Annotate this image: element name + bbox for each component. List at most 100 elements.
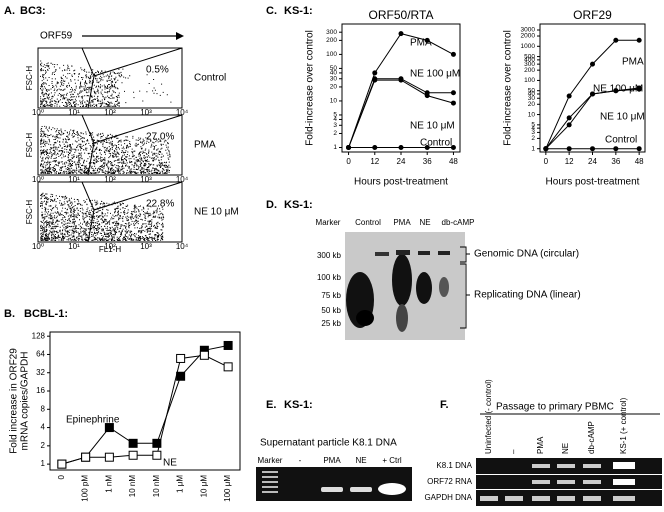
y-tick-label: 300 [326, 29, 337, 36]
marker-label: ORF59 [40, 31, 73, 42]
y-tick-label: 1 [333, 144, 337, 151]
series-label: PMA [410, 38, 432, 49]
y-tick-label: 30 [330, 75, 338, 82]
x-tick-label: 10 nM [128, 475, 137, 498]
lane-label: – [509, 449, 518, 454]
lane-label: PMA [323, 456, 341, 465]
panel-label: B. [4, 308, 15, 320]
gel-title: Passage to primary PBMC [496, 402, 614, 413]
panel-label: E. [266, 399, 276, 411]
flow-dots [40, 125, 171, 174]
bracket [460, 263, 470, 329]
x-tick-label: 24 [588, 157, 597, 166]
point [566, 93, 572, 99]
point [398, 31, 404, 37]
condition-label: PMA [194, 140, 216, 151]
point [450, 51, 456, 57]
x-tick-label: 10¹ [68, 175, 80, 184]
y-axis-label: FSC-H [25, 66, 34, 91]
point [424, 144, 430, 150]
x-axis-label: FL1-H [99, 245, 121, 254]
point [104, 423, 114, 433]
point [223, 340, 233, 350]
x-tick-label: 36 [611, 157, 620, 166]
point [566, 122, 572, 128]
y-tick-label: 5 [531, 122, 535, 129]
panel-cell: KS-1: [284, 199, 313, 211]
gel-bands [480, 462, 635, 501]
lane-label: db-cAMP [442, 218, 475, 227]
series-label: Control [605, 135, 637, 146]
y-tick-label: 4 [41, 423, 46, 432]
flow-dots [40, 192, 165, 241]
x-tick-label: 10³ [140, 108, 152, 117]
gel-band [375, 252, 389, 256]
series-label: NE 10 μM [410, 121, 455, 132]
point [566, 115, 572, 121]
series-label: PMA [622, 57, 644, 68]
y-tick-label: 200 [326, 37, 337, 44]
x-tick-label: 10⁰ [32, 242, 44, 251]
y-tick-label: 100 [524, 77, 535, 84]
x-tick-label: 10³ [140, 242, 152, 251]
gate-percent: 27.0% [146, 132, 174, 143]
plot-frame [49, 331, 241, 471]
point [223, 362, 233, 372]
series-line [61, 354, 229, 465]
gate [81, 181, 183, 243]
gel-band [321, 487, 343, 492]
point [613, 37, 619, 43]
series-label: NE 100 μM [410, 69, 460, 80]
lane-label: + Ctrl [382, 456, 402, 465]
condition-label: NE 10 μM [194, 207, 239, 218]
point [104, 452, 114, 462]
point [424, 93, 430, 99]
point [636, 37, 642, 43]
y-tick-label: 200 [524, 67, 535, 74]
gel-band [356, 310, 374, 326]
y-tick-label: 32 [36, 368, 45, 377]
x-tick-label: 24 [397, 157, 406, 166]
point [566, 146, 572, 152]
panel-cell: KS-1: [284, 399, 313, 411]
lane-label: KS-1 (+ control) [619, 397, 628, 454]
arrow-head [176, 32, 184, 40]
lane-label: PMA [393, 218, 411, 227]
x-tick-label: 36 [423, 157, 432, 166]
x-tick-label: 10⁰ [32, 175, 44, 184]
point [57, 459, 67, 469]
y-tick-label: 10 [528, 111, 536, 118]
size-label: 300 kb [317, 251, 342, 260]
condition-label: Control [194, 73, 226, 84]
point [450, 90, 456, 96]
y-tick-label: 3 [531, 129, 535, 136]
point [81, 452, 91, 462]
x-tick-label: 10¹ [68, 108, 80, 117]
y-tick-label: 50 [330, 65, 338, 72]
point [636, 146, 642, 152]
point [590, 91, 595, 97]
x-tick-label: 10⁴ [176, 242, 189, 251]
y-axis-label: FSC-H [25, 200, 34, 225]
series-label: Epinephrine [66, 415, 120, 426]
panel-label: F. [440, 399, 449, 411]
x-tick-label: 10² [104, 175, 116, 184]
y-tick-label: 64 [36, 350, 45, 359]
chart-title: ORF50/RTA [369, 8, 434, 22]
point [424, 37, 430, 43]
lane-label: Uninfected (- control) [484, 379, 493, 454]
region-label: Genomic DNA (circular) [474, 249, 579, 260]
size-label: 75 kb [321, 291, 341, 300]
point [613, 88, 619, 94]
flow-plot [37, 114, 183, 176]
y-tick-label: 400 [524, 57, 535, 64]
y-tick-label: 30 [528, 95, 536, 102]
gate [81, 114, 183, 176]
y-tick-label: 20 [528, 101, 536, 108]
x-tick-label: 100 pM [81, 475, 90, 502]
y-tick-label: 20 [330, 84, 338, 91]
gel-band [418, 251, 430, 255]
x-tick-label: 10³ [140, 175, 152, 184]
point [199, 350, 209, 360]
x-tick-label: 48 [449, 157, 458, 166]
